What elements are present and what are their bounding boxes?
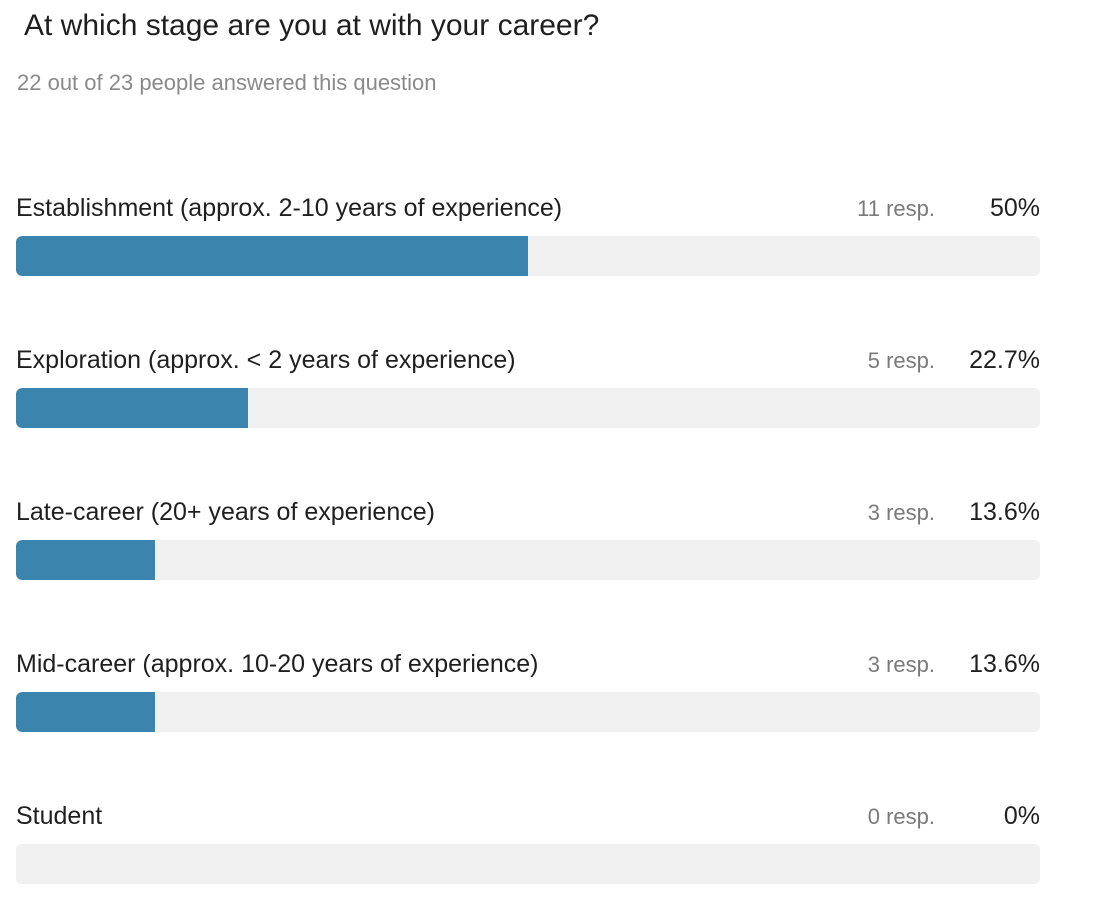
bar-track xyxy=(16,540,1040,580)
option-row: Mid-career (approx. 10-20 years of exper… xyxy=(16,648,1040,760)
bar-fill xyxy=(16,692,155,732)
bar-track xyxy=(16,236,1040,276)
response-percent: 13.6% xyxy=(969,498,1040,526)
option-label: Late-career (20+ years of experience) xyxy=(16,498,435,526)
option-row: Establishment (approx. 2-10 years of exp… xyxy=(16,192,1040,304)
option-label: Student xyxy=(16,802,103,830)
option-label: Mid-career (approx. 10-20 years of exper… xyxy=(16,650,539,678)
option-label: Exploration (approx. < 2 years of experi… xyxy=(16,346,516,374)
response-percent: 0% xyxy=(1003,802,1040,830)
option-row: Student 0 resp. 0% xyxy=(16,800,1040,912)
option-row: Exploration (approx. < 2 years of experi… xyxy=(16,344,1040,456)
response-count: 3 resp. xyxy=(867,652,935,677)
option-label: Establishment (approx. 2-10 years of exp… xyxy=(16,194,563,222)
question-title: At which stage are you at with your care… xyxy=(24,9,600,42)
response-count: 3 resp. xyxy=(867,500,935,525)
response-count: 0 resp. xyxy=(867,804,935,829)
bar-track xyxy=(16,388,1040,428)
response-percent: 22.7% xyxy=(969,346,1040,374)
response-count: 11 resp. xyxy=(857,196,935,221)
bar-fill xyxy=(16,388,248,428)
bar-track xyxy=(16,692,1040,732)
response-percent: 13.6% xyxy=(969,650,1040,678)
response-count: 5 resp. xyxy=(867,348,935,373)
bar-fill xyxy=(16,540,155,580)
response-percent: 50% xyxy=(989,194,1040,222)
answer-summary: 22 out of 23 people answered this questi… xyxy=(17,70,437,95)
option-row: Late-career (20+ years of experience) 3 r… xyxy=(16,496,1040,608)
bar-fill xyxy=(16,236,528,276)
bar-track xyxy=(16,844,1040,884)
